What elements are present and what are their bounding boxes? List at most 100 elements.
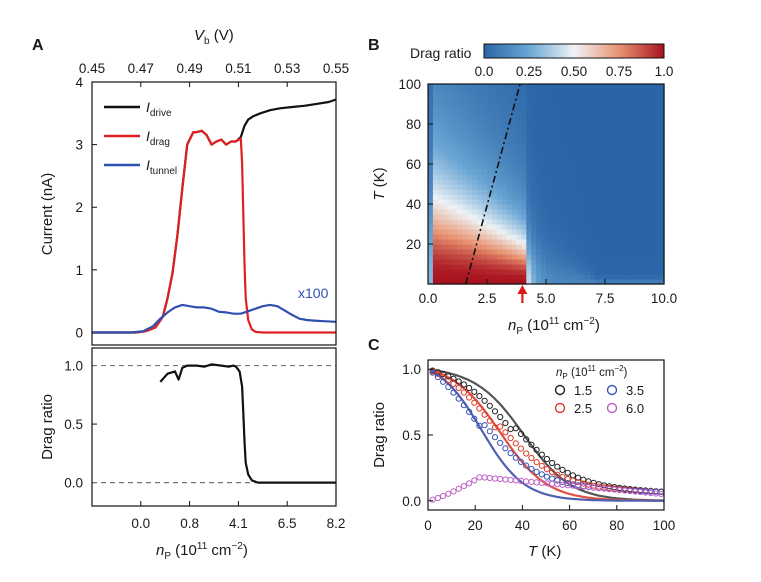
heatmap-cell	[531, 169, 537, 175]
heatmap-cell	[477, 154, 483, 160]
heatmap-cell	[457, 179, 464, 185]
heatmap-cell	[442, 89, 449, 95]
heatmap-cell	[531, 234, 537, 240]
heatmap-cell	[565, 174, 572, 180]
heatmap-cell	[629, 214, 636, 220]
heatmap-cell	[487, 89, 493, 95]
heatmap-cell	[447, 229, 454, 235]
heatmap-cell	[654, 239, 660, 245]
series-line-drag	[92, 129, 336, 334]
heatmap-cell	[491, 169, 498, 175]
x-tick-label-heatmap: 5.0	[537, 291, 556, 306]
heatmap-cell	[624, 179, 631, 185]
heatmap-cell	[477, 229, 483, 235]
heatmap-cell	[649, 134, 655, 140]
heatmap-cell	[516, 109, 523, 115]
heatmap-cell	[506, 279, 513, 285]
heatmap-cell	[531, 109, 537, 115]
heatmap-cell	[467, 139, 473, 145]
heatmap-cell	[619, 199, 626, 205]
heatmap-cell	[600, 229, 606, 235]
heatmap-cell	[609, 189, 616, 195]
heatmap-cell	[442, 109, 449, 115]
heatmap-cell	[521, 174, 527, 180]
y-tick-label-scatter: 1.0	[402, 362, 421, 377]
heatmap-cell	[649, 89, 655, 95]
heatmap-cell	[432, 124, 439, 130]
heatmap-cell	[619, 104, 626, 110]
heatmap-cell	[472, 159, 478, 165]
heatmap-cell	[560, 139, 567, 145]
heatmap-cell	[659, 239, 665, 245]
heatmap-cell	[452, 144, 459, 150]
heatmap-cell	[634, 254, 641, 260]
heatmap-cell	[501, 219, 508, 225]
heatmap-cell	[506, 139, 513, 145]
heatmap-cell	[526, 249, 532, 255]
heatmap-cell	[595, 204, 601, 210]
heatmap-cell	[496, 179, 503, 185]
heatmap-cell	[526, 159, 532, 165]
heatmap-cell	[536, 89, 542, 95]
heatmap-cell	[565, 229, 572, 235]
heatmap-cell	[482, 99, 488, 105]
y-tick-label-current: 3	[75, 138, 83, 153]
heatmap-cell	[580, 199, 586, 205]
heatmap-cell	[639, 129, 645, 135]
heatmap-cell	[639, 244, 645, 250]
y-tick-label-drag-ratio: 0.5	[64, 417, 83, 432]
heatmap-cell	[428, 114, 434, 120]
heatmap-cell	[614, 139, 621, 145]
heatmap-cell	[428, 244, 434, 250]
heatmap-cell	[546, 144, 552, 150]
heatmap-cell	[442, 94, 449, 100]
heatmap-cell	[585, 219, 591, 225]
scatter-point-1.5	[471, 388, 478, 395]
heatmap-cell	[506, 264, 513, 270]
heatmap-cell	[506, 114, 513, 120]
heatmap-cell	[585, 279, 591, 285]
heatmap-cell	[491, 94, 498, 100]
heatmap-cell	[462, 154, 468, 160]
heatmap-cell	[595, 109, 601, 115]
heatmap-cell	[526, 94, 532, 100]
heatmap-cell	[457, 184, 464, 190]
heatmap-cell	[550, 249, 557, 255]
heatmap-cell	[487, 164, 493, 170]
heatmap-cell	[575, 264, 582, 270]
heatmap-cell	[634, 174, 641, 180]
heatmap-cell	[477, 199, 483, 205]
heatmap-cell	[531, 144, 537, 150]
heatmap-cell	[432, 214, 439, 220]
heatmap-cell	[521, 179, 527, 185]
heatmap-cell	[644, 279, 650, 285]
heatmap-cell	[472, 239, 478, 245]
x-axis-ticks-temperature: 0 20 40 60 80 100	[424, 505, 675, 533]
heatmap-cell	[496, 184, 503, 190]
heatmap-cell	[452, 154, 459, 160]
heatmap-cell	[482, 149, 488, 155]
heatmap-cell	[541, 129, 547, 135]
heatmap-cell	[595, 114, 601, 120]
heatmap-cell	[614, 214, 621, 220]
heatmap-cell	[501, 199, 508, 205]
heatmap-cell	[521, 154, 527, 160]
scatter-point-3.5	[528, 465, 535, 472]
scatter-point-1.5	[497, 413, 504, 421]
heatmap-cell	[428, 144, 434, 150]
heatmap-cell	[536, 159, 542, 165]
heatmap-cell	[659, 249, 665, 255]
x-tick-label-temperature: 100	[653, 518, 676, 533]
heatmap-cell	[634, 214, 641, 220]
heatmap-cell	[546, 224, 552, 230]
heatmap-cell	[516, 144, 523, 150]
heatmap-cell	[639, 134, 645, 140]
heatmap-cell	[472, 119, 478, 125]
heatmap-cell	[472, 154, 478, 160]
scatter-point-3.5	[512, 454, 519, 461]
heatmap-cell	[614, 219, 621, 225]
heatmap-cell	[605, 269, 611, 275]
heatmap-cell	[428, 194, 434, 200]
heatmap-cell	[506, 144, 513, 150]
heatmap-cell	[437, 124, 444, 130]
